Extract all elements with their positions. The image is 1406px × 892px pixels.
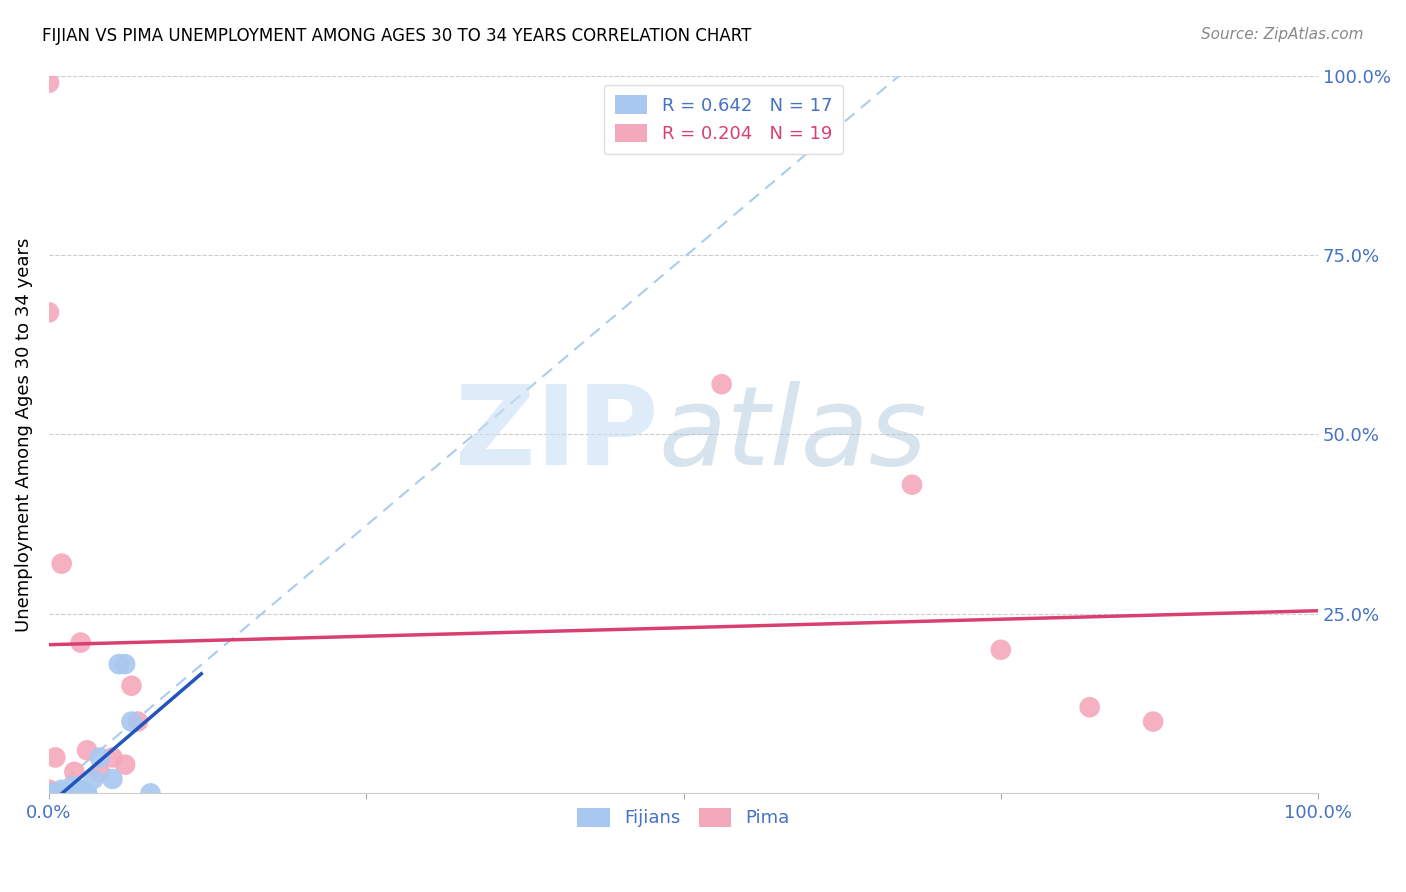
Point — [901, 477, 924, 491]
Point — [1078, 700, 1101, 714]
Point — [139, 786, 162, 800]
Text: Source: ZipAtlas.com: Source: ZipAtlas.com — [1201, 27, 1364, 42]
Point — [101, 772, 124, 786]
Point — [38, 786, 60, 800]
Point — [44, 786, 66, 800]
Point — [69, 782, 91, 797]
Point — [990, 642, 1012, 657]
Point — [51, 782, 73, 797]
Point — [63, 779, 86, 793]
Point — [69, 635, 91, 649]
Point — [710, 377, 733, 392]
Text: FIJIAN VS PIMA UNEMPLOYMENT AMONG AGES 30 TO 34 YEARS CORRELATION CHART: FIJIAN VS PIMA UNEMPLOYMENT AMONG AGES 3… — [42, 27, 752, 45]
Text: atlas: atlas — [658, 381, 927, 488]
Point — [1142, 714, 1164, 729]
Point — [89, 750, 111, 764]
Point — [114, 657, 136, 672]
Point — [82, 772, 104, 786]
Point — [107, 657, 129, 672]
Point — [56, 786, 79, 800]
Point — [127, 714, 149, 729]
Point — [38, 76, 60, 90]
Y-axis label: Unemployment Among Ages 30 to 34 years: Unemployment Among Ages 30 to 34 years — [15, 237, 32, 632]
Point — [76, 786, 98, 800]
Point — [51, 786, 73, 800]
Point — [76, 786, 98, 800]
Point — [38, 786, 60, 800]
Point — [114, 757, 136, 772]
Point — [63, 786, 86, 800]
Point — [121, 714, 143, 729]
Point — [76, 743, 98, 757]
Point — [63, 764, 86, 779]
Point — [38, 305, 60, 319]
Point — [121, 679, 143, 693]
Point — [44, 750, 66, 764]
Point — [38, 782, 60, 797]
Point — [51, 557, 73, 571]
Legend: Fijians, Pima: Fijians, Pima — [569, 801, 797, 835]
Text: ZIP: ZIP — [454, 381, 658, 488]
Point — [89, 764, 111, 779]
Point — [101, 750, 124, 764]
